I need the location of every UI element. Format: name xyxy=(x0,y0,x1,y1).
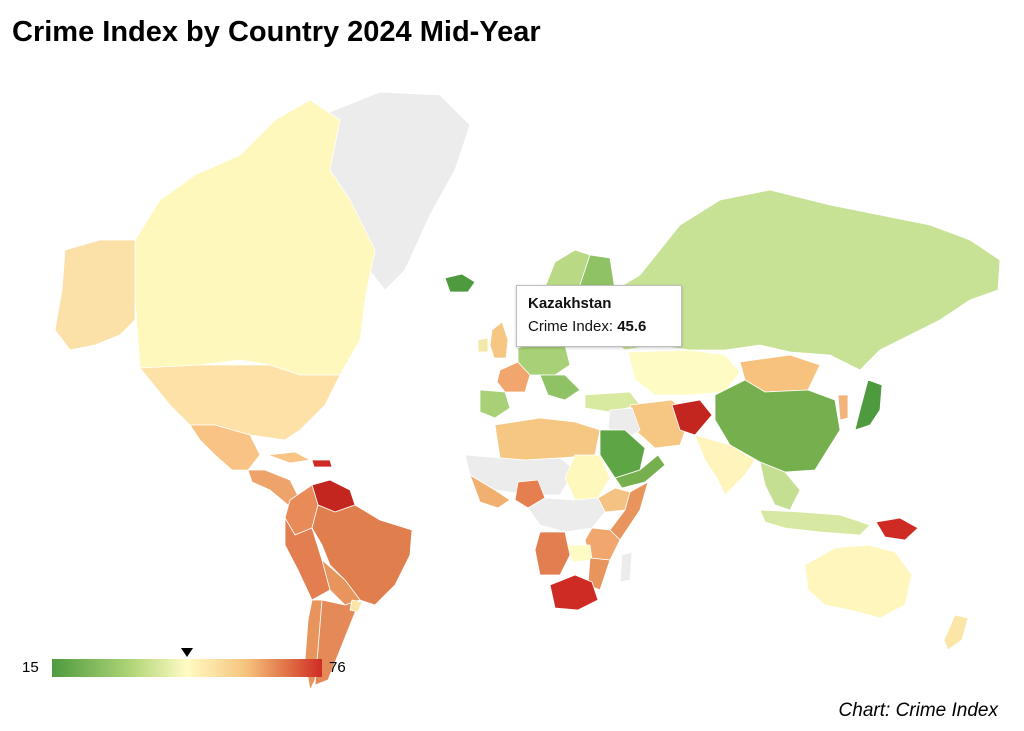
alaska[interactable] xyxy=(54,239,136,351)
afghanistan[interactable] xyxy=(671,399,713,436)
korea[interactable] xyxy=(837,394,849,421)
yemen-oman[interactable] xyxy=(614,454,666,489)
legend-max-label: 76 xyxy=(329,659,346,676)
hispaniola[interactable] xyxy=(311,459,333,468)
legend-min-label: 15 xyxy=(22,659,39,676)
russia[interactable] xyxy=(599,189,1001,371)
china[interactable] xyxy=(714,379,841,473)
iberia[interactable] xyxy=(479,389,511,419)
sudan[interactable] xyxy=(564,454,611,501)
world-map[interactable] xyxy=(0,80,1024,690)
mozambique[interactable] xyxy=(587,557,611,591)
tooltip-value: 45.6 xyxy=(617,318,647,335)
cuba[interactable] xyxy=(267,451,311,464)
kazakhstan[interactable] xyxy=(627,349,741,396)
tooltip-country: Kazakhstan xyxy=(528,295,612,312)
madagascar[interactable] xyxy=(619,551,633,583)
west-africa[interactable] xyxy=(469,474,511,509)
southeast-asia[interactable] xyxy=(759,461,801,511)
country-tooltip: Kazakhstan Crime Index: 45.6 xyxy=(516,285,682,347)
uruguay[interactable] xyxy=(349,599,363,613)
south-africa[interactable] xyxy=(549,574,599,611)
north-africa[interactable] xyxy=(494,417,601,461)
usa[interactable] xyxy=(139,364,341,441)
balkans[interactable] xyxy=(539,374,581,401)
legend-color-bar xyxy=(52,659,322,677)
central-africa[interactable] xyxy=(527,497,606,533)
tooltip-label: Crime Index: xyxy=(528,318,614,335)
australia[interactable] xyxy=(804,544,913,619)
brazil[interactable] xyxy=(311,504,413,606)
angola[interactable] xyxy=(534,531,571,576)
chart-title: Crime Index by Country 2024 Mid-Year xyxy=(12,16,541,48)
uk[interactable] xyxy=(489,321,509,359)
iceland[interactable] xyxy=(444,273,476,293)
new-zealand[interactable] xyxy=(943,614,969,651)
chart-source: Chart: Crime Index xyxy=(838,700,998,721)
indonesia[interactable] xyxy=(759,509,871,536)
legend-marker-icon xyxy=(181,648,194,657)
zambia[interactable] xyxy=(567,544,593,563)
japan[interactable] xyxy=(854,379,883,431)
tooltip-metric: Crime Index: 45.6 xyxy=(528,318,670,335)
india[interactable] xyxy=(694,434,756,496)
ireland[interactable] xyxy=(477,337,489,353)
papua-new-guinea[interactable] xyxy=(875,517,919,541)
